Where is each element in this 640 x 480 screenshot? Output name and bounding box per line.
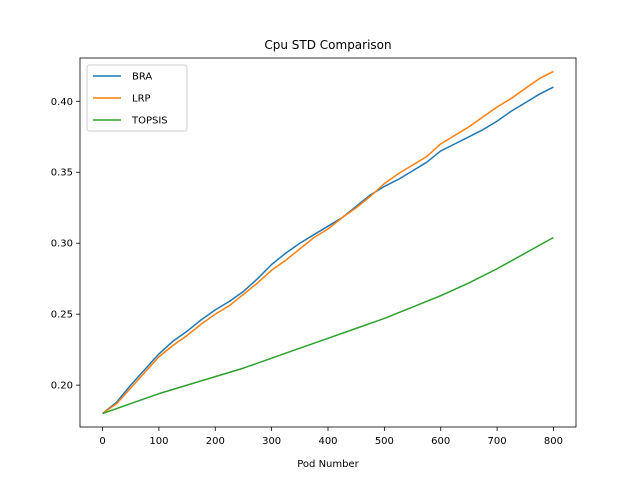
x-axis: 0 100 200 300 400 500 600 700 800 [99,427,563,447]
legend-entry-topsis: TOPSIS [131,116,168,127]
x-tick-label: 600 [431,436,450,447]
x-tick-label: 200 [206,436,225,447]
x-tick-label: 400 [318,436,337,447]
series-line-bra [102,86,554,415]
legend: BRA LRP TOPSIS [86,64,188,132]
x-axis-label: Pod Number [297,459,359,470]
y-axis: 0.20 0.25 0.30 0.35 0.40 [51,97,80,392]
y-tick-label: 0.20 [51,381,73,392]
y-tick-label: 0.35 [51,168,73,179]
y-tick-label: 0.40 [51,97,73,108]
chart-title: Cpu STD Comparison [264,38,391,52]
y-tick-label: 0.25 [51,310,73,321]
legend-entry-lrp: LRP [132,94,151,105]
series-line-topsis [102,236,554,415]
x-tick-label: 0 [99,436,105,447]
legend-box [86,64,188,132]
legend-entry-bra: BRA [132,72,152,83]
y-tick-label: 0.30 [51,239,73,250]
series-lines [102,70,554,415]
x-tick-label: 300 [262,436,281,447]
x-tick-label: 700 [488,436,507,447]
series-line-lrp [102,70,554,415]
x-tick-label: 100 [149,436,168,447]
x-tick-label: 800 [544,436,563,447]
x-tick-label: 500 [375,436,394,447]
